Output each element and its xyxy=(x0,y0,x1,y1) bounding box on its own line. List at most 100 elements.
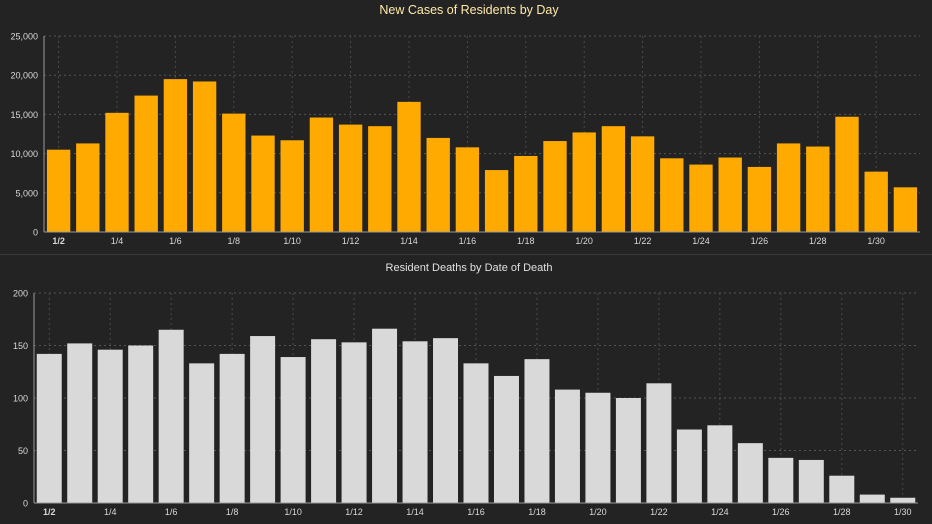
x-tick-label: 1/10 xyxy=(283,236,301,246)
bar-1-11[interactable] xyxy=(309,117,334,232)
y-tick-label: 200 xyxy=(13,289,28,299)
bar-1-23[interactable] xyxy=(676,429,702,504)
bar-1-8[interactable] xyxy=(222,113,246,232)
x-tick-label: 1/6 xyxy=(169,236,182,246)
bar-1-16[interactable] xyxy=(463,363,489,503)
x-tick-label: 1/26 xyxy=(772,507,790,517)
bar-1-14[interactable] xyxy=(402,341,428,503)
bar-1-23[interactable] xyxy=(660,158,684,232)
x-tick-label: 1/22 xyxy=(650,507,668,517)
x-tick-label: 1/20 xyxy=(575,236,593,246)
bar-1-22[interactable] xyxy=(646,383,672,503)
bar-1-13[interactable] xyxy=(372,328,398,503)
bar-1-17[interactable] xyxy=(493,375,519,503)
bar-1-24[interactable] xyxy=(689,164,713,232)
x-tick-label: 1/14 xyxy=(406,507,424,517)
resident-deaths-chart: Resident Deaths by Date of Death 0 50 100 15… xyxy=(13,262,918,517)
bar-1-24[interactable] xyxy=(707,425,733,503)
bar-1-25[interactable] xyxy=(718,157,742,232)
y-tick-label: 50 xyxy=(18,446,28,456)
bar-1-29[interactable] xyxy=(859,494,885,503)
x-tick-label: 1/20 xyxy=(589,507,607,517)
y-tick-label: 150 xyxy=(13,341,28,351)
bar-1-25[interactable] xyxy=(737,443,763,503)
bar-1-19[interactable] xyxy=(543,141,567,232)
bar-1-30[interactable] xyxy=(890,497,916,503)
bar-1-17[interactable] xyxy=(484,170,509,232)
x-tick-label: 1/12 xyxy=(342,236,360,246)
bar-1-26[interactable] xyxy=(768,457,794,503)
x-tick-label: 1/28 xyxy=(809,236,827,246)
y-tick-label: 25,000 xyxy=(10,32,38,42)
y-tick-label: 0 xyxy=(33,228,38,238)
bar-1-13[interactable] xyxy=(368,126,392,232)
bar-1-7[interactable] xyxy=(192,81,217,232)
bar-1-6[interactable] xyxy=(158,329,184,503)
bar-1-2[interactable] xyxy=(46,149,71,232)
bar-1-10[interactable] xyxy=(280,140,304,232)
x-tick-label: 1/26 xyxy=(751,236,769,246)
x-tick-label: 1/28 xyxy=(833,507,851,517)
bar-1-14[interactable] xyxy=(397,101,421,232)
bar-1-29[interactable] xyxy=(835,116,859,232)
x-tick-label: 1/10 xyxy=(284,507,302,517)
x-tick-label: 1/2 xyxy=(43,507,56,517)
bar-1-8[interactable] xyxy=(219,353,245,503)
y-tick-label: 0 xyxy=(23,499,28,509)
panel-divider xyxy=(0,254,932,255)
bar-1-15[interactable] xyxy=(426,137,450,232)
x-tick-label: 1/8 xyxy=(226,507,239,517)
bar-1-28[interactable] xyxy=(806,146,830,232)
bar-1-27[interactable] xyxy=(798,459,824,503)
bar-1-18[interactable] xyxy=(514,155,538,232)
bar-1-20[interactable] xyxy=(585,392,611,503)
x-tick-label: 1/30 xyxy=(894,507,912,517)
bar-1-20[interactable] xyxy=(572,132,596,232)
bar-1-26[interactable] xyxy=(747,166,772,232)
bar-1-31[interactable] xyxy=(893,187,918,232)
x-tick-label: 1/2 xyxy=(52,236,65,246)
bar-1-12[interactable] xyxy=(338,124,363,232)
x-tick-label: 1/8 xyxy=(228,236,241,246)
bar-1-6[interactable] xyxy=(163,79,188,233)
bar-1-7[interactable] xyxy=(189,363,215,503)
bar-1-5[interactable] xyxy=(134,95,158,232)
bar-1-18[interactable] xyxy=(524,359,550,503)
bar-1-12[interactable] xyxy=(341,342,367,503)
x-tick-label: 1/18 xyxy=(517,236,535,246)
bar-1-28[interactable] xyxy=(829,475,855,503)
new-cases-chart: New Cases of Residents by Day 0 5,000 10,00… xyxy=(10,3,920,246)
x-tick-label: 1/24 xyxy=(692,236,710,246)
x-tick-label: 1/18 xyxy=(528,507,546,517)
bar-1-30[interactable] xyxy=(864,171,888,232)
x-tick-label: 1/6 xyxy=(165,507,178,517)
bar-1-19[interactable] xyxy=(554,389,580,503)
bar-1-21[interactable] xyxy=(615,398,641,503)
bar-1-27[interactable] xyxy=(776,143,801,232)
x-tick-label: 1/16 xyxy=(459,236,477,246)
bar-1-3[interactable] xyxy=(76,143,100,232)
x-tick-label: 1/14 xyxy=(400,236,418,246)
bar-1-21[interactable] xyxy=(601,126,626,232)
bar-1-5[interactable] xyxy=(128,345,154,504)
x-tick-label: 1/30 xyxy=(867,236,885,246)
x-tick-label: 1/22 xyxy=(634,236,652,246)
y-tick-label: 20,000 xyxy=(10,71,38,81)
x-tick-label: 1/16 xyxy=(467,507,485,517)
y-tick-label: 100 xyxy=(13,394,28,404)
bar-1-15[interactable] xyxy=(433,338,459,503)
bar-1-11[interactable] xyxy=(311,339,337,503)
bar-1-9[interactable] xyxy=(250,336,276,503)
bar-1-22[interactable] xyxy=(630,136,655,232)
bar-1-16[interactable] xyxy=(455,147,480,232)
bar-1-10[interactable] xyxy=(280,357,306,503)
chart-title: New Cases of Residents by Day xyxy=(379,3,559,17)
bar-1-4[interactable] xyxy=(105,112,129,232)
bar-1-3[interactable] xyxy=(67,343,93,503)
x-tick-label: 1/12 xyxy=(345,507,363,517)
chart-title: Resident Deaths by Date of Death xyxy=(386,262,553,274)
bar-1-2[interactable] xyxy=(36,353,62,503)
bar-1-4[interactable] xyxy=(97,349,123,503)
bar-1-9[interactable] xyxy=(251,135,275,232)
